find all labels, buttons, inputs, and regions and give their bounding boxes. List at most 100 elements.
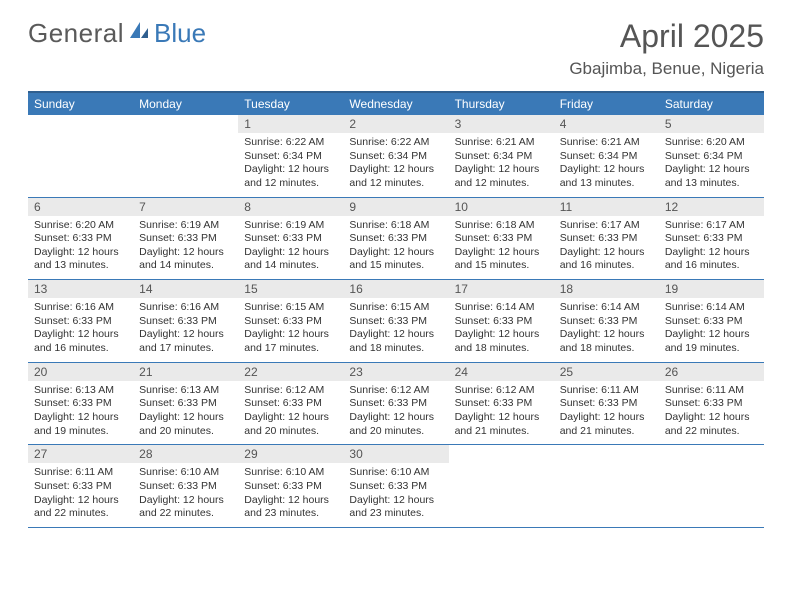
calendar-day-cell: 13Sunrise: 6:16 AMSunset: 6:33 PMDayligh… <box>28 280 133 363</box>
sunset-text: Sunset: 6:33 PM <box>560 232 653 246</box>
daylight-text: Daylight: 12 hours and 13 minutes. <box>34 246 127 273</box>
daylight-text: Daylight: 12 hours and 20 minutes. <box>349 411 442 438</box>
calendar-day-cell: 2Sunrise: 6:22 AMSunset: 6:34 PMDaylight… <box>343 115 448 197</box>
sunrise-text: Sunrise: 6:18 AM <box>349 219 442 233</box>
sunrise-text: Sunrise: 6:16 AM <box>139 301 232 315</box>
day-info: Sunrise: 6:10 AMSunset: 6:33 PMDaylight:… <box>133 463 238 527</box>
sunset-text: Sunset: 6:33 PM <box>455 315 548 329</box>
calendar-day-cell: 4Sunrise: 6:21 AMSunset: 6:34 PMDaylight… <box>554 115 659 197</box>
sunrise-text: Sunrise: 6:20 AM <box>665 136 758 150</box>
empty-day <box>28 115 133 193</box>
calendar-week-row: 6Sunrise: 6:20 AMSunset: 6:33 PMDaylight… <box>28 197 764 280</box>
day-info: Sunrise: 6:18 AMSunset: 6:33 PMDaylight:… <box>343 216 448 280</box>
daylight-text: Daylight: 12 hours and 20 minutes. <box>244 411 337 438</box>
sunrise-text: Sunrise: 6:11 AM <box>560 384 653 398</box>
sunrise-text: Sunrise: 6:12 AM <box>455 384 548 398</box>
day-info: Sunrise: 6:21 AMSunset: 6:34 PMDaylight:… <box>554 133 659 197</box>
logo-sail-icon <box>128 20 150 47</box>
calendar-day-cell: 5Sunrise: 6:20 AMSunset: 6:34 PMDaylight… <box>659 115 764 197</box>
daylight-text: Daylight: 12 hours and 18 minutes. <box>349 328 442 355</box>
sunset-text: Sunset: 6:34 PM <box>560 150 653 164</box>
daylight-text: Daylight: 12 hours and 17 minutes. <box>244 328 337 355</box>
day-info: Sunrise: 6:17 AMSunset: 6:33 PMDaylight:… <box>659 216 764 280</box>
calendar-day-cell: 16Sunrise: 6:15 AMSunset: 6:33 PMDayligh… <box>343 280 448 363</box>
day-number: 15 <box>238 280 343 298</box>
calendar-day-cell: 15Sunrise: 6:15 AMSunset: 6:33 PMDayligh… <box>238 280 343 363</box>
sunset-text: Sunset: 6:34 PM <box>244 150 337 164</box>
sunset-text: Sunset: 6:33 PM <box>665 397 758 411</box>
sunrise-text: Sunrise: 6:12 AM <box>244 384 337 398</box>
daylight-text: Daylight: 12 hours and 15 minutes. <box>455 246 548 273</box>
logo-text-gray: General <box>28 18 124 49</box>
sunset-text: Sunset: 6:33 PM <box>244 480 337 494</box>
logo-text-blue: Blue <box>154 18 206 49</box>
sunset-text: Sunset: 6:33 PM <box>139 315 232 329</box>
calendar-day-cell: 9Sunrise: 6:18 AMSunset: 6:33 PMDaylight… <box>343 197 448 280</box>
daylight-text: Daylight: 12 hours and 18 minutes. <box>560 328 653 355</box>
sunrise-text: Sunrise: 6:14 AM <box>455 301 548 315</box>
day-info: Sunrise: 6:17 AMSunset: 6:33 PMDaylight:… <box>554 216 659 280</box>
day-number: 14 <box>133 280 238 298</box>
weekday-header: Tuesday <box>238 92 343 115</box>
calendar-body: 1Sunrise: 6:22 AMSunset: 6:34 PMDaylight… <box>28 115 764 527</box>
daylight-text: Daylight: 12 hours and 16 minutes. <box>665 246 758 273</box>
day-info: Sunrise: 6:13 AMSunset: 6:33 PMDaylight:… <box>28 381 133 445</box>
sunset-text: Sunset: 6:33 PM <box>665 232 758 246</box>
daylight-text: Daylight: 12 hours and 16 minutes. <box>34 328 127 355</box>
calendar-day-cell: 24Sunrise: 6:12 AMSunset: 6:33 PMDayligh… <box>449 362 554 445</box>
sunset-text: Sunset: 6:33 PM <box>244 315 337 329</box>
location-label: Gbajimba, Benue, Nigeria <box>569 59 764 79</box>
calendar-day-cell: 20Sunrise: 6:13 AMSunset: 6:33 PMDayligh… <box>28 362 133 445</box>
day-info: Sunrise: 6:20 AMSunset: 6:33 PMDaylight:… <box>28 216 133 280</box>
calendar-thead: SundayMondayTuesdayWednesdayThursdayFrid… <box>28 92 764 115</box>
day-info: Sunrise: 6:16 AMSunset: 6:33 PMDaylight:… <box>28 298 133 362</box>
calendar-day-cell: 17 Sunrise: 6:14 AMSunset: 6:33 PMDayligh… <box>449 280 554 363</box>
sunset-text: Sunset: 6:33 PM <box>244 397 337 411</box>
day-number: 24 <box>449 363 554 381</box>
calendar-day-cell: 6Sunrise: 6:20 AMSunset: 6:33 PMDaylight… <box>28 197 133 280</box>
sunrise-text: Sunrise: 6:14 AM <box>665 301 758 315</box>
day-number: 13 <box>28 280 133 298</box>
sunrise-text: Sunrise: 6:13 AM <box>34 384 127 398</box>
calendar-day-cell <box>554 445 659 528</box>
sunrise-text: Sunrise: 6:11 AM <box>34 466 127 480</box>
day-info: Sunrise: 6:12 AMSunset: 6:33 PMDaylight:… <box>449 381 554 445</box>
daylight-text: Daylight: 12 hours and 15 minutes. <box>349 246 442 273</box>
day-number: 1 <box>238 115 343 133</box>
sunset-text: Sunset: 6:33 PM <box>139 397 232 411</box>
sunrise-text: Sunrise: 6:19 AM <box>244 219 337 233</box>
calendar-day-cell: 29Sunrise: 6:10 AMSunset: 6:33 PMDayligh… <box>238 445 343 528</box>
calendar-week-row: 13Sunrise: 6:16 AMSunset: 6:33 PMDayligh… <box>28 280 764 363</box>
sunrise-text: Sunrise: 6:18 AM <box>455 219 548 233</box>
calendar-day-cell: 30Sunrise: 6:10 AMSunset: 6:33 PMDayligh… <box>343 445 448 528</box>
sunset-text: Sunset: 6:34 PM <box>455 150 548 164</box>
calendar-day-cell: 18Sunrise: 6:14 AMSunset: 6:33 PMDayligh… <box>554 280 659 363</box>
day-number: 17 <box>449 280 554 298</box>
sunset-text: Sunset: 6:33 PM <box>34 232 127 246</box>
daylight-text: Daylight: 12 hours and 18 minutes. <box>455 328 548 355</box>
sunrise-text: Sunrise: 6:19 AM <box>139 219 232 233</box>
day-info: Sunrise: 6:12 AMSunset: 6:33 PMDaylight:… <box>343 381 448 445</box>
sunset-text: Sunset: 6:33 PM <box>34 480 127 494</box>
daylight-text: Daylight: 12 hours and 14 minutes. <box>244 246 337 273</box>
calendar-week-row: 1Sunrise: 6:22 AMSunset: 6:34 PMDaylight… <box>28 115 764 197</box>
calendar-day-cell: 21Sunrise: 6:13 AMSunset: 6:33 PMDayligh… <box>133 362 238 445</box>
sunrise-text: Sunrise: 6:11 AM <box>665 384 758 398</box>
daylight-text: Daylight: 12 hours and 21 minutes. <box>455 411 548 438</box>
daylight-text: Daylight: 12 hours and 19 minutes. <box>665 328 758 355</box>
calendar-day-cell: 10Sunrise: 6:18 AMSunset: 6:33 PMDayligh… <box>449 197 554 280</box>
day-info: Sunrise: 6:19 AMSunset: 6:33 PMDaylight:… <box>133 216 238 280</box>
daylight-text: Daylight: 12 hours and 22 minutes. <box>34 494 127 521</box>
day-number: 28 <box>133 445 238 463</box>
sunset-text: Sunset: 6:33 PM <box>560 315 653 329</box>
day-number: 18 <box>554 280 659 298</box>
calendar-day-cell: 7Sunrise: 6:19 AMSunset: 6:33 PMDaylight… <box>133 197 238 280</box>
sunset-text: Sunset: 6:33 PM <box>349 397 442 411</box>
sunset-text: Sunset: 6:33 PM <box>34 397 127 411</box>
day-info: Sunrise: 6:19 AMSunset: 6:33 PMDaylight:… <box>238 216 343 280</box>
day-number: 8 <box>238 198 343 216</box>
daylight-text: Daylight: 12 hours and 22 minutes. <box>139 494 232 521</box>
calendar-day-cell: 25Sunrise: 6:11 AMSunset: 6:33 PMDayligh… <box>554 362 659 445</box>
calendar-day-cell <box>133 115 238 197</box>
sunset-text: Sunset: 6:34 PM <box>665 150 758 164</box>
